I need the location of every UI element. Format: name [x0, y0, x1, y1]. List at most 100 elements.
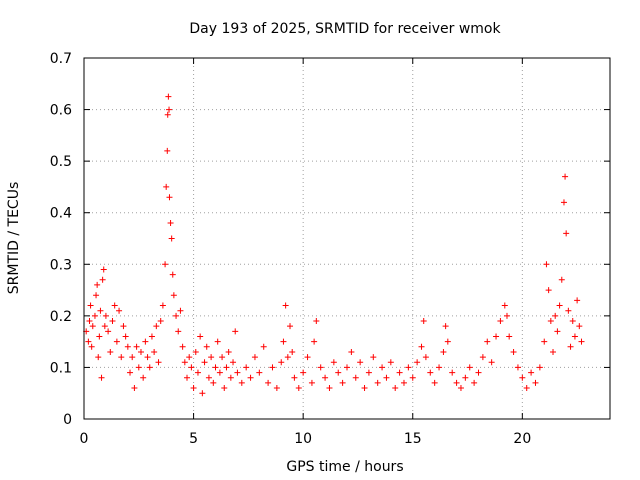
data-point — [273, 385, 280, 392]
data-point — [173, 312, 180, 319]
data-point — [148, 333, 155, 340]
data-point — [142, 338, 149, 345]
data-point — [102, 312, 109, 319]
data-point — [536, 364, 543, 371]
data-point — [335, 369, 342, 376]
data-point — [203, 343, 210, 350]
data-points — [83, 93, 585, 397]
data-point — [166, 194, 173, 201]
data-point — [503, 312, 510, 319]
data-point — [210, 379, 217, 386]
data-point — [545, 287, 552, 294]
data-point — [574, 297, 581, 304]
data-point — [400, 379, 407, 386]
data-point — [510, 348, 517, 355]
data-point — [163, 183, 170, 190]
data-point — [135, 364, 142, 371]
x-tick-label: 0 — [80, 431, 89, 447]
data-point — [93, 292, 100, 299]
data-point — [153, 323, 160, 330]
data-point — [91, 312, 98, 319]
data-point — [418, 343, 425, 350]
data-point — [365, 369, 372, 376]
data-point — [216, 369, 223, 376]
data-point — [457, 385, 464, 392]
data-point — [284, 354, 291, 361]
data-point — [167, 220, 174, 227]
data-point — [304, 354, 311, 361]
data-point — [578, 338, 585, 345]
data-point — [192, 348, 199, 355]
data-point — [247, 374, 254, 381]
data-point — [184, 374, 191, 381]
x-tick-labels: 0 5 10 15 20 — [80, 431, 532, 447]
data-point — [442, 323, 449, 330]
data-point — [219, 354, 226, 361]
data-point — [427, 369, 434, 376]
data-point — [466, 364, 473, 371]
data-point — [339, 379, 346, 386]
data-point — [370, 354, 377, 361]
data-point — [471, 379, 478, 386]
data-point — [169, 271, 176, 278]
data-point — [414, 359, 421, 366]
data-point — [269, 364, 276, 371]
data-point — [95, 354, 102, 361]
data-point — [227, 374, 234, 381]
data-point — [129, 354, 136, 361]
data-point — [280, 338, 287, 345]
data-point — [170, 292, 177, 299]
data-point — [234, 369, 241, 376]
data-point — [140, 374, 147, 381]
data-point — [98, 374, 105, 381]
data-point — [550, 348, 557, 355]
data-point — [120, 323, 127, 330]
data-point — [444, 338, 451, 345]
x-tick-label: 10 — [294, 431, 312, 447]
plot-frame — [83, 57, 611, 420]
data-point — [556, 302, 563, 309]
y-tick-label: 0 — [63, 412, 72, 428]
y-tick-label: 0.6 — [50, 103, 72, 119]
data-point — [420, 318, 427, 325]
data-point — [99, 276, 106, 283]
y-tick-label: 0.4 — [50, 206, 72, 222]
data-point — [243, 364, 250, 371]
data-point — [97, 307, 104, 314]
data-point — [131, 385, 138, 392]
data-point — [101, 323, 108, 330]
data-point — [300, 369, 307, 376]
data-point — [194, 369, 201, 376]
data-point — [208, 354, 215, 361]
data-point — [251, 354, 258, 361]
data-point — [199, 390, 206, 397]
data-point — [541, 338, 548, 345]
y-tick-label: 0.1 — [50, 360, 72, 376]
data-point — [289, 348, 296, 355]
data-point — [528, 369, 535, 376]
data-point — [230, 359, 237, 366]
data-point — [221, 385, 228, 392]
data-point — [431, 379, 438, 386]
data-point — [212, 364, 219, 371]
data-point — [109, 318, 116, 325]
data-point — [127, 369, 134, 376]
data-point — [88, 343, 95, 350]
data-point — [449, 369, 456, 376]
data-point — [576, 323, 583, 330]
data-point — [344, 364, 350, 371]
x-tick-label: 20 — [513, 431, 531, 447]
data-point — [291, 374, 298, 381]
data-point — [379, 364, 386, 371]
data-point — [558, 276, 565, 283]
data-point — [157, 318, 164, 325]
data-point — [197, 333, 204, 340]
data-point — [396, 369, 403, 376]
data-point — [87, 302, 94, 309]
data-point — [523, 385, 530, 392]
data-point — [256, 369, 263, 376]
data-point — [567, 343, 574, 350]
data-point — [543, 261, 550, 268]
data-point — [488, 359, 495, 366]
